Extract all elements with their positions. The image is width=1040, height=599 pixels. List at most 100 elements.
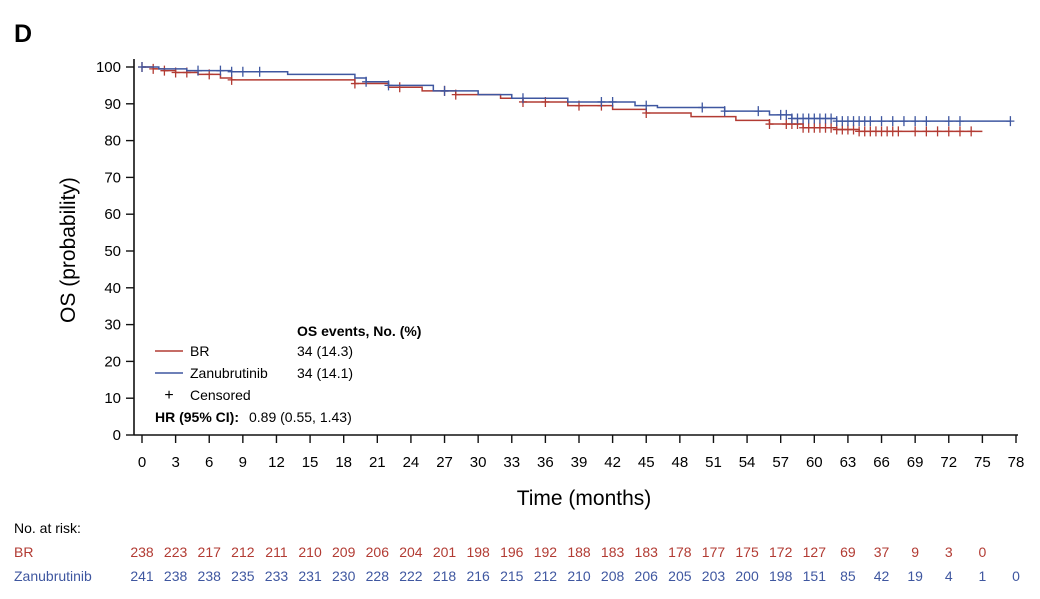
censor-mark-br: [849, 124, 858, 135]
hr-label: HR (95% CI):: [155, 409, 239, 425]
risk-value-br: 172: [769, 544, 793, 560]
censor-mark-zanubrutinib: [877, 116, 886, 127]
x-tick-label: 30: [470, 454, 487, 471]
x-tick-label: 75: [974, 454, 991, 471]
risk-value-br: 209: [332, 544, 356, 560]
censor-mark-br: [827, 122, 836, 133]
legend-censored-label: Censored: [190, 387, 251, 403]
censor-mark-zanubrutinib: [698, 102, 707, 113]
censor-mark-br: [967, 126, 976, 137]
risk-value-br: 212: [231, 544, 255, 560]
x-tick-label: 54: [739, 454, 756, 471]
legend-zanubrutinib-label: Zanubrutinib: [190, 365, 268, 381]
x-tick-label: 60: [806, 454, 823, 471]
legend: OS events, No. (%) BR 34 (14.3) Zanubrut…: [155, 323, 421, 425]
censor-mark-zanubrutinib: [384, 80, 393, 91]
risk-value-zanubrutinib: 0: [1012, 568, 1020, 584]
censor-mark-zanubrutinib: [899, 116, 908, 127]
risk-value-br: 175: [735, 544, 759, 560]
risk-value-zanubrutinib: 222: [399, 568, 423, 584]
risk-value-br: 178: [668, 544, 692, 560]
legend-zanubrutinib-events: 34 (14.1): [297, 365, 353, 381]
risk-value-zanubrutinib: 151: [803, 568, 827, 584]
censor-mark-zanubrutinib: [955, 116, 964, 127]
risk-value-br: 127: [803, 544, 827, 560]
x-tick-label: 24: [403, 454, 420, 471]
y-tick-label: 10: [104, 390, 121, 407]
censor-mark-br: [922, 126, 931, 137]
risk-value-br: 192: [534, 544, 558, 560]
risk-row-br-label: BR: [14, 544, 33, 560]
censor-mark-br: [149, 63, 158, 74]
risk-value-zanubrutinib: 230: [332, 568, 356, 584]
censor-mark-br: [350, 78, 359, 89]
x-tick-label: 45: [638, 454, 655, 471]
y-tick-label: 40: [104, 280, 121, 297]
risk-table-title: No. at risk:: [14, 520, 81, 536]
censor-mark-br: [765, 119, 774, 130]
risk-value-zanubrutinib: 216: [466, 568, 490, 584]
censored-symbol-icon: +: [164, 387, 173, 404]
y-tick-label: 30: [104, 317, 121, 334]
risk-value-zanubrutinib: 238: [164, 568, 188, 584]
risk-value-br: 206: [366, 544, 390, 560]
risk-value-br: 210: [298, 544, 322, 560]
risk-value-zanubrutinib: 241: [130, 568, 154, 584]
legend-br-label: BR: [190, 343, 209, 359]
censor-mark-zanubrutinib: [608, 96, 617, 107]
censor-mark-zanubrutinib: [754, 106, 763, 117]
censor-mark-zanubrutinib: [1006, 116, 1015, 127]
risk-value-br: 183: [635, 544, 659, 560]
x-tick-label: 72: [940, 454, 957, 471]
x-axis-title: Time (months): [517, 487, 652, 510]
censor-mark-zanubrutinib: [518, 93, 527, 104]
risk-value-zanubrutinib: 198: [769, 568, 793, 584]
risk-value-br: 196: [500, 544, 524, 560]
censor-mark-zanubrutinib: [255, 66, 264, 77]
x-tick-label: 48: [672, 454, 689, 471]
censor-mark-br: [160, 65, 169, 76]
x-tick-label: 27: [436, 454, 453, 471]
risk-value-br: 69: [840, 544, 856, 560]
x-tick-label: 69: [907, 454, 924, 471]
x-tick-label: 63: [840, 454, 857, 471]
risk-value-br: 204: [399, 544, 423, 560]
risk-value-zanubrutinib: 215: [500, 568, 524, 584]
censor-mark-zanubrutinib: [827, 113, 836, 124]
censor-mark-zanubrutinib: [888, 116, 897, 127]
censor-mark-zanubrutinib: [238, 66, 247, 77]
censor-mark-br: [944, 126, 953, 137]
risk-value-zanubrutinib: 4: [945, 568, 953, 584]
x-tick-label: 66: [873, 454, 890, 471]
y-axis-title: OS (probability): [57, 177, 80, 323]
censor-mark-zanubrutinib: [362, 76, 371, 87]
censor-mark-zanubrutinib: [944, 116, 953, 127]
survival-curves: [138, 62, 1015, 137]
risk-value-zanubrutinib: 210: [567, 568, 591, 584]
x-tick-label: 51: [705, 454, 722, 471]
x-tick-label: 42: [604, 454, 621, 471]
censor-mark-zanubrutinib: [227, 66, 236, 77]
risk-value-zanubrutinib: 200: [735, 568, 759, 584]
x-tick-label: 15: [302, 454, 319, 471]
risk-value-zanubrutinib: 42: [874, 568, 890, 584]
risk-value-zanubrutinib: 205: [668, 568, 692, 584]
risk-value-zanubrutinib: 206: [635, 568, 659, 584]
risk-value-br: 0: [978, 544, 986, 560]
risk-value-br: 211: [265, 544, 288, 560]
risk-value-br: 188: [567, 544, 591, 560]
censor-mark-br: [911, 126, 920, 137]
y-tick-label: 50: [104, 243, 121, 260]
censor-mark-zanubrutinib: [866, 116, 875, 127]
risk-value-br: 177: [702, 544, 726, 560]
censor-mark-zanubrutinib: [642, 100, 651, 111]
risk-value-br: 217: [198, 544, 222, 560]
risk-value-zanubrutinib: 233: [265, 568, 289, 584]
risk-value-zanubrutinib: 208: [601, 568, 625, 584]
legend-header: OS events, No. (%): [297, 323, 421, 339]
risk-value-zanubrutinib: 1: [978, 568, 986, 584]
risk-value-br: 238: [130, 544, 154, 560]
censor-mark-zanubrutinib: [720, 106, 729, 117]
x-tick-label: 21: [369, 454, 386, 471]
